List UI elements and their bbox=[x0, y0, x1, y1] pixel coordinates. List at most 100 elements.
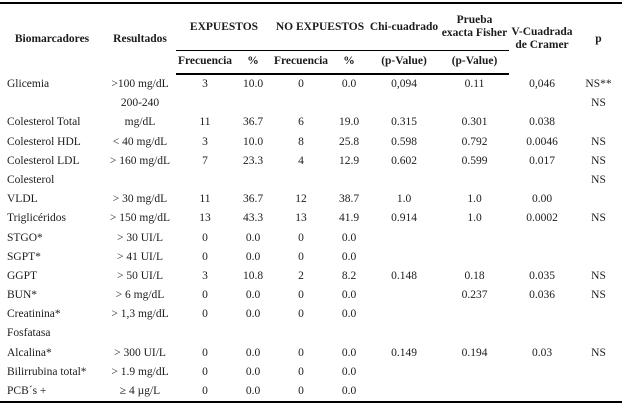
frecuencia-no-expuestos-cell: 0 bbox=[298, 289, 304, 302]
biomarker-cell: Colesterol HDL bbox=[7, 135, 81, 148]
frecuencia-no-expuestos-cell bbox=[272, 324, 330, 343]
cramer-v-cell bbox=[509, 94, 575, 113]
table-row: GGPT > 50 UI/L 3 10.8 2 8.2 0.148 0.18 0.035 NS bbox=[0, 267, 622, 286]
table-row: Colesterol LDL > 160 mg/dL 7 23.3 4 12.9 0.602… bbox=[0, 152, 622, 171]
table-row: STGO* > 30 UI/L 0 0.0 0 0.0 bbox=[0, 229, 622, 248]
biomarker-cell: Colesterol Total bbox=[7, 116, 81, 129]
biomarker-cell: Colesterol LDL bbox=[7, 154, 80, 167]
biomarker-cell: VLDL bbox=[7, 193, 38, 206]
chi-pvalue-cell: 0.148 bbox=[391, 269, 417, 282]
fisher-pvalue-cell: 0.237 bbox=[461, 289, 488, 302]
chi-pvalue-cell: 0.914 bbox=[391, 212, 417, 225]
frecuencia-expuestos-cell: 0 bbox=[202, 346, 208, 359]
p-significance-cell: NS bbox=[591, 289, 606, 302]
resultado-cell: > 41 UI/L bbox=[116, 250, 164, 263]
pct-expuestos-cell: 36.7 bbox=[242, 193, 264, 206]
header-resultados: Resultados bbox=[113, 32, 167, 45]
fisher-pvalue-cell: 0.599 bbox=[461, 154, 488, 167]
chi-pvalue-cell: 1.0 bbox=[396, 193, 412, 206]
header-group-no-expuestos: NO EXPUESTOS bbox=[272, 3, 368, 51]
resultado-cell: ≥ 4 µg/L bbox=[119, 385, 161, 397]
chi-pvalue-cell: 0.315 bbox=[391, 116, 417, 129]
resultado-cell: > 1.9 mg/dL bbox=[111, 365, 169, 378]
biomarker-cell: Bilirrubina total* bbox=[7, 365, 87, 378]
pct-expuestos-cell: 36.7 bbox=[242, 116, 264, 129]
frecuencia-expuestos-cell: 0 bbox=[202, 385, 208, 397]
subheader-pct-expuestos: % bbox=[234, 50, 272, 75]
cramer-v-cell: 0.0046 bbox=[526, 135, 558, 148]
cramer-v-cell: 0.0002 bbox=[526, 212, 558, 225]
chi-pvalue-cell bbox=[368, 286, 440, 305]
resultado-cell: mg/dL bbox=[124, 116, 156, 129]
frecuencia-no-expuestos-cell: 0 bbox=[298, 308, 304, 321]
frecuencia-expuestos-cell: 11 bbox=[199, 116, 211, 129]
pct-expuestos-cell: 43.3 bbox=[242, 212, 264, 225]
chi-pvalue-cell: 0.149 bbox=[391, 346, 417, 359]
chi-pvalue-cell bbox=[368, 363, 440, 382]
table-row: Colesterol Total mg/dL 11 36.7 6 19.0 0.315 0.3… bbox=[0, 113, 622, 132]
pct-no-expuestos-cell: 0.0 bbox=[341, 365, 357, 378]
frecuencia-no-expuestos-cell: 2 bbox=[298, 269, 304, 282]
resultado-cell: > 300 UI/L bbox=[114, 346, 166, 359]
resultado-cell: > 1,3 mg/dL bbox=[111, 308, 169, 321]
fisher-pvalue-cell: 0.792 bbox=[461, 135, 488, 148]
pct-expuestos-cell: 0.0 bbox=[245, 250, 261, 263]
frecuencia-expuestos-cell: 0 bbox=[202, 250, 208, 263]
resultado-cell: 200-240 bbox=[120, 97, 160, 110]
header-group-expuestos: EXPUESTOS bbox=[176, 3, 272, 51]
table-row: VLDL > 30 mg/dL 11 36.7 12 38.7 1.0 1.0 0.00 bbox=[0, 190, 622, 209]
fisher-pvalue-cell: 1.0 bbox=[467, 193, 482, 206]
fisher-pvalue-cell bbox=[440, 229, 509, 248]
frecuencia-expuestos-cell: 11 bbox=[199, 193, 211, 206]
frecuencia-no-expuestos-cell bbox=[272, 171, 330, 190]
p-significance-cell bbox=[575, 363, 622, 382]
frecuencia-expuestos-cell: 3 bbox=[202, 269, 208, 282]
fisher-pvalue-cell bbox=[440, 94, 509, 113]
pct-no-expuestos-cell: 0.0 bbox=[341, 308, 357, 321]
chi-pvalue-cell bbox=[368, 382, 440, 402]
cramer-v-cell: 0.035 bbox=[529, 269, 555, 282]
pct-no-expuestos-cell: 19.0 bbox=[338, 116, 360, 129]
chi-pvalue-cell bbox=[368, 324, 440, 343]
pct-expuestos-cell: 10.8 bbox=[242, 269, 264, 282]
frecuencia-no-expuestos-cell: 0 bbox=[298, 250, 304, 263]
p-significance-cell bbox=[575, 113, 622, 132]
resultado-cell: >100 mg/dL bbox=[111, 77, 169, 90]
fisher-pvalue-cell bbox=[440, 248, 509, 267]
frecuencia-expuestos-cell: 13 bbox=[199, 212, 211, 225]
fisher-pvalue-cell bbox=[440, 305, 509, 324]
pct-expuestos-cell: 0.0 bbox=[245, 308, 261, 321]
pct-expuestos-cell: 10.0 bbox=[242, 78, 264, 90]
table-header: Biomarcadores Resultados EXPUESTOS NO EX… bbox=[0, 3, 622, 75]
table-row: PCB´s + ≥ 4 µg/L 0 0.0 0 0.0 bbox=[0, 382, 622, 402]
p-significance-cell: NS bbox=[591, 97, 606, 110]
subheader-frecuencia-no-expuestos: Frecuencia bbox=[272, 50, 330, 75]
cramer-v-cell: 0.00 bbox=[531, 193, 553, 206]
chi-pvalue-cell bbox=[368, 171, 440, 190]
resultado-cell bbox=[104, 171, 176, 190]
header-row-sub: Frecuencia % Frecuencia % (p-Value) (p-V… bbox=[0, 50, 622, 75]
pct-expuestos-cell bbox=[234, 324, 272, 343]
frecuencia-no-expuestos-cell: 4 bbox=[298, 154, 304, 167]
header-row-groups: Biomarcadores Resultados EXPUESTOS NO EX… bbox=[0, 3, 622, 51]
chi-pvalue-cell bbox=[368, 229, 440, 248]
frecuencia-expuestos-cell: 3 bbox=[202, 135, 208, 148]
chi-pvalue-cell: 0.602 bbox=[391, 154, 417, 167]
biomarker-cell: PCB´s + bbox=[7, 385, 47, 397]
p-significance-cell: NS bbox=[591, 212, 606, 225]
pct-no-expuestos-cell: 0.0 bbox=[341, 78, 357, 90]
frecuencia-expuestos-cell bbox=[176, 171, 234, 190]
pct-no-expuestos-cell: 0.0 bbox=[341, 250, 357, 263]
pct-expuestos-cell bbox=[234, 171, 272, 190]
pct-expuestos-cell: 0.0 bbox=[245, 231, 261, 244]
frecuencia-no-expuestos-cell: 0 bbox=[298, 78, 304, 90]
pct-expuestos-cell: 0.0 bbox=[245, 385, 261, 397]
cramer-v-cell bbox=[509, 382, 575, 402]
p-significance-cell bbox=[575, 229, 622, 248]
cramer-v-cell: 0.036 bbox=[529, 289, 555, 302]
fisher-pvalue-cell: 0.11 bbox=[464, 78, 485, 90]
subheader-pvalue-fisher: (p-Value) bbox=[440, 50, 509, 75]
chi-pvalue-cell bbox=[368, 248, 440, 267]
chi-pvalue-cell bbox=[368, 305, 440, 324]
